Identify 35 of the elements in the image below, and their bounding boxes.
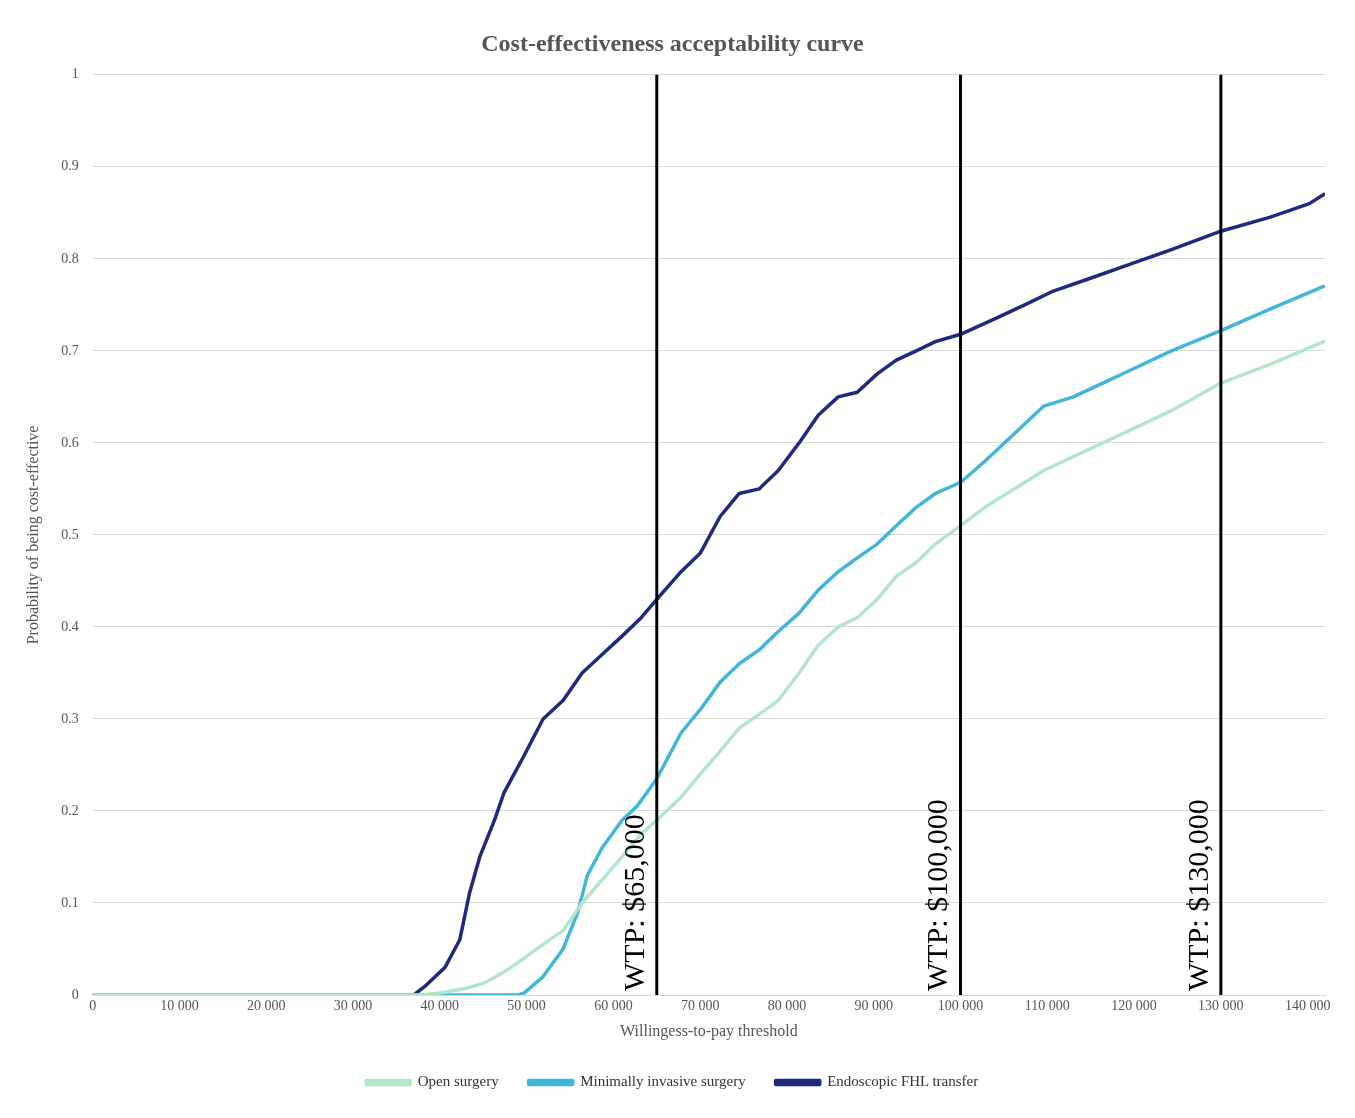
x-tick-label: 70 000 bbox=[680, 998, 720, 1014]
x-tick-label: 30 000 bbox=[333, 998, 373, 1014]
y-tick-label: 0.1 bbox=[61, 894, 79, 910]
x-tick-label: 20 000 bbox=[247, 998, 286, 1014]
x-tick-label: 10 000 bbox=[160, 998, 199, 1014]
y-tick-label: 0.3 bbox=[61, 710, 79, 726]
x-tick-label: 80 000 bbox=[767, 998, 807, 1014]
y-tick-label: 0.8 bbox=[61, 250, 79, 266]
x-tick-label: 130 000 bbox=[1198, 998, 1244, 1014]
x-tick-label: 120 000 bbox=[1111, 998, 1157, 1014]
ref-line-label: WTP: $100,000 bbox=[920, 799, 954, 991]
y-tick-label: 0.5 bbox=[61, 526, 79, 542]
legend-label: Minimally invasive surgery bbox=[580, 1073, 747, 1090]
y-tick-label: 1 bbox=[71, 66, 79, 82]
x-tick-label: 100 000 bbox=[937, 998, 984, 1014]
x-axis-title: Willingess-to-pay threshold bbox=[620, 1021, 798, 1040]
y-tick-label: 0.2 bbox=[61, 802, 79, 818]
x-tick-label: 60 000 bbox=[594, 998, 633, 1014]
ref-line-label: WTP: $65,000 bbox=[616, 814, 650, 991]
x-tick-label: 140 000 bbox=[1284, 998, 1331, 1014]
x-tick-label: 50 000 bbox=[507, 998, 546, 1014]
y-tick-label: 0.7 bbox=[61, 342, 79, 358]
x-tick-label: 110 000 bbox=[1024, 998, 1070, 1014]
y-tick-label: 0.6 bbox=[61, 434, 79, 450]
y-tick-label: 0.4 bbox=[61, 618, 79, 634]
y-tick-label: 0.9 bbox=[61, 158, 79, 174]
ref-line-label: WTP: $130,000 bbox=[1180, 799, 1214, 991]
x-tick-label: 0 bbox=[89, 998, 97, 1014]
legend-label: Open surgery bbox=[417, 1073, 500, 1090]
y-tick-label: 0 bbox=[71, 986, 79, 1002]
x-tick-label: 40 000 bbox=[420, 998, 460, 1014]
y-axis-title: Probability of being cost-effective bbox=[23, 425, 42, 645]
chart-title: Cost-effectiveness acceptability curve bbox=[481, 29, 865, 56]
legend-label: Endoscopic FHL transfer bbox=[827, 1073, 979, 1090]
x-tick-label: 90 000 bbox=[854, 998, 893, 1014]
